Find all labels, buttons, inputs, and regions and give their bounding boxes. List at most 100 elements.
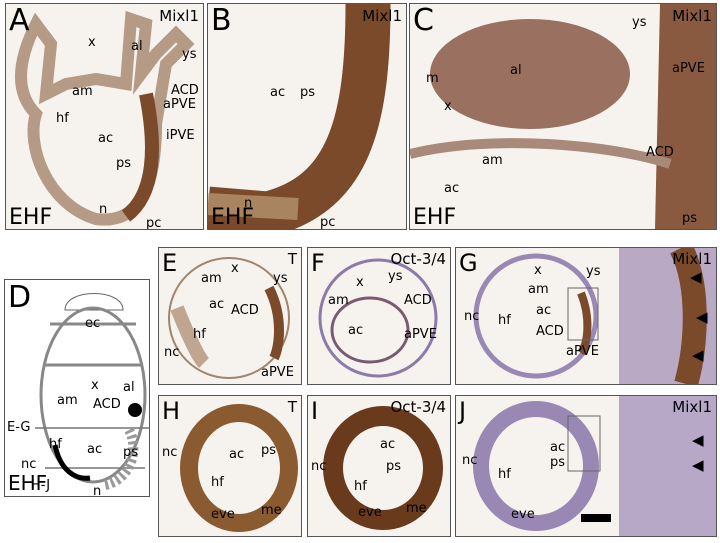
label-apve: aPVE [261,365,294,380]
label-hf: hf [56,111,69,126]
label-nc: nc [311,459,327,474]
embryo-section-e [168,257,290,379]
label-me: me [261,503,282,518]
panel-letter: F [311,249,325,277]
label-ys: ys [388,269,403,284]
stage-label: EHF [9,205,53,230]
panel-letter: D [8,280,32,315]
label-hf: hf [193,327,206,342]
label-m: m [426,71,439,86]
embryo-section-b [208,4,391,229]
arrowhead-icon: ◀ [692,456,704,474]
embryo-schematic [35,293,149,490]
label-ps: ps [123,445,139,460]
embryo-section-h [180,404,298,532]
panel-letter: G [459,249,478,277]
panel-c: C Mixl1 ys al m x aPVE am ac ACD ps EHF [409,3,717,230]
panel-letter: H [162,397,181,425]
panel-j: J Mixl1 ac ps nc hf eve ◀ ◀ [455,395,717,537]
label-eg: E-G [7,420,31,435]
marker-label: Oct-3/4 [390,398,447,416]
label-am: am [328,293,349,308]
label-hj: H-J [31,478,51,493]
marker-label: T [287,398,297,416]
label-apve: aPVE [404,327,437,342]
label-hf: hf [354,479,367,494]
label-apve: aPVE [163,97,196,112]
embryo-section-c [410,4,716,229]
arrowhead-icon: ◀ [692,346,704,364]
label-ac: ac [209,297,225,312]
label-me: me [406,501,427,516]
label-eve: eve [358,505,382,520]
label-acd: ACD [404,293,432,308]
label-ps: ps [550,455,566,470]
label-ac: ac [98,131,114,146]
marker-label: T [287,250,297,268]
label-pc: pc [146,216,162,230]
panel-letter: A [9,3,30,38]
embryo-section-f [318,258,438,378]
label-x: x [231,261,239,276]
label-apve: aPVE [672,61,705,76]
label-nc: nc [464,309,480,324]
label-ac: ac [380,437,396,452]
marker-label: Mixl1 [362,7,402,25]
stage-label: EHF [8,471,48,495]
label-hf: hf [211,475,224,490]
label-ps: ps [300,85,316,100]
label-ac: ac [348,323,364,338]
label-hf: hf [49,437,62,452]
marker-label: Mixl1 [672,250,712,268]
panel-e: E T x am ys ac ACD hf nc aPVE [158,247,302,385]
panel-d-schematic: D ec x al am ACD E-G hf ac ps nc H-J n E… [4,279,150,497]
panel-letter: J [459,397,467,425]
label-ac: ac [444,181,460,196]
label-ys: ys [586,264,601,279]
label-am: am [72,84,93,99]
label-ac: ac [87,442,103,457]
embryo-section-a [15,10,195,226]
label-ipve: iPVE [166,128,195,143]
label-x: x [534,263,542,278]
label-nc: nc [164,345,180,360]
label-x: x [444,99,452,114]
label-n: n [93,484,102,497]
label-acd: ACD [171,83,199,98]
panel-g: G Mixl1 x ys am ac nc hf ACD aPVE ◀ ◀ ◀ [455,247,717,385]
label-ac: ac [536,303,552,318]
label-al: al [123,380,135,395]
panel-letter: E [162,249,178,277]
label-x: x [91,378,99,393]
label-ps: ps [386,459,402,474]
label-nc: nc [462,453,478,468]
panel-letter: I [311,397,319,425]
label-hf: hf [498,313,511,328]
label-ps: ps [261,443,277,458]
label-al: al [131,39,143,54]
panel-letter: C [413,3,434,38]
arrowhead-icon: ◀ [696,308,708,326]
stage-label: EHF [211,205,255,230]
label-apve: aPVE [566,344,599,359]
panel-f: F Oct-3/4 x ys am ACD ac aPVE [307,247,451,385]
label-al: al [510,63,522,78]
label-acd: ACD [231,303,259,318]
embryo-section-i [323,406,443,530]
scale-bar [581,514,611,522]
label-ys: ys [632,15,647,30]
embryo-section-g [473,248,716,384]
label-n: n [244,196,253,211]
label-n: n [99,202,108,217]
arrowhead-icon: ◀ [692,431,704,449]
marker-label: Mixl1 [672,398,712,416]
marker-label: Mixl1 [159,7,199,25]
stage-label: EHF [413,205,457,230]
label-am: am [201,271,222,286]
marker-label: Oct-3/4 [390,250,447,268]
label-ys: ys [273,271,288,286]
panel-letter: B [211,3,232,38]
arrowhead-icon: ◀ [690,268,702,286]
label-x: x [356,275,364,290]
label-acd: ACD [536,324,564,339]
